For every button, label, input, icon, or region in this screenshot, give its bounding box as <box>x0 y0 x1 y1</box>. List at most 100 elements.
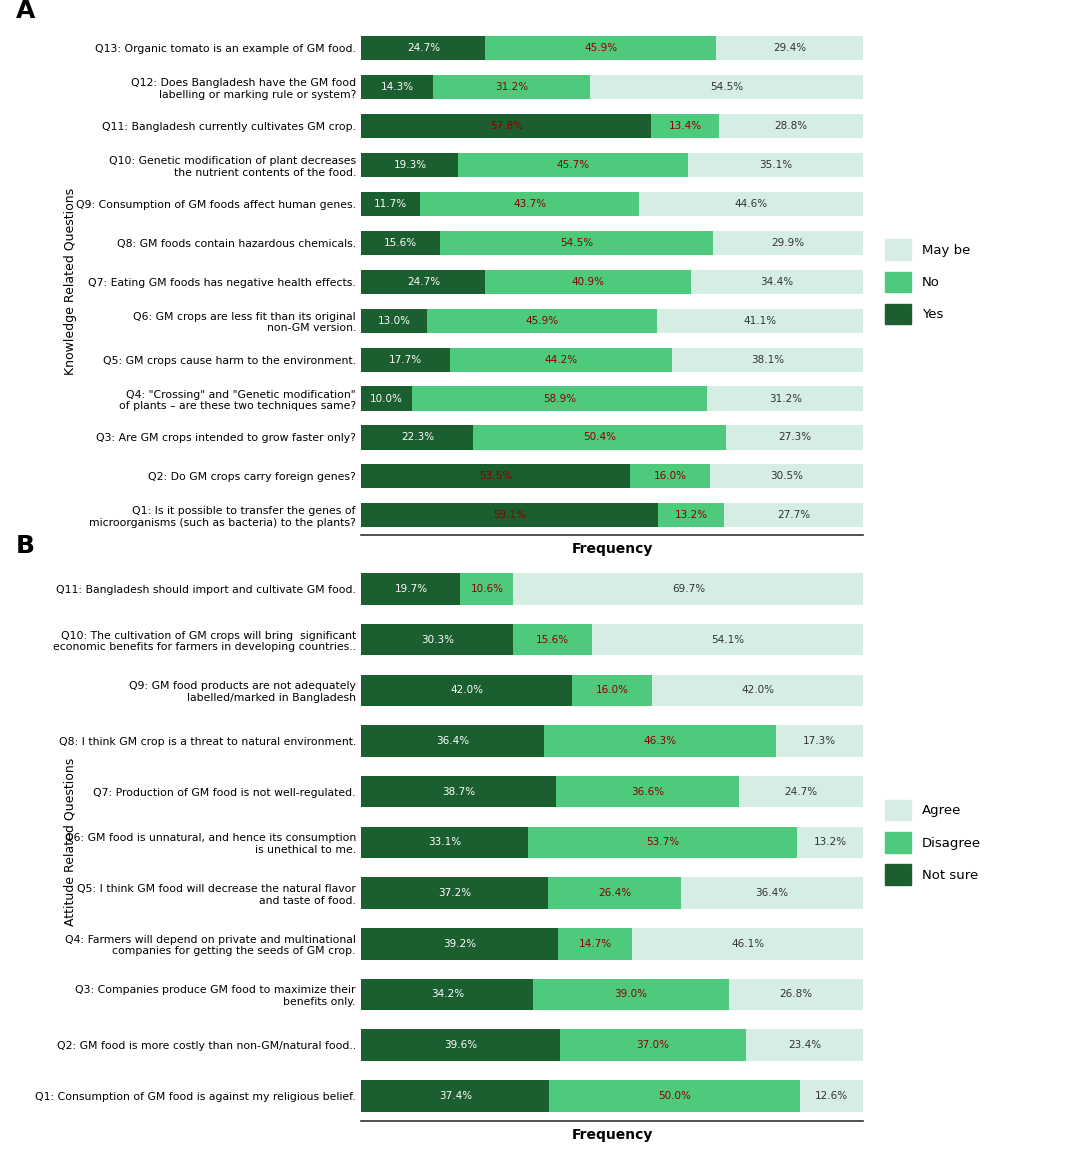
Bar <box>681 877 863 909</box>
Text: 57.8%: 57.8% <box>490 121 523 131</box>
Text: 12.6%: 12.6% <box>815 1091 848 1101</box>
Text: B: B <box>16 534 36 558</box>
Bar <box>361 623 514 656</box>
Text: 54.5%: 54.5% <box>560 238 593 248</box>
Bar <box>486 270 691 293</box>
Bar <box>361 979 533 1010</box>
Legend: Agree, Disagree, Not sure: Agree, Disagree, Not sure <box>885 800 981 884</box>
Bar <box>707 386 863 411</box>
Text: 42.0%: 42.0% <box>450 685 483 696</box>
Text: 40.9%: 40.9% <box>572 277 604 286</box>
Text: 54.1%: 54.1% <box>711 635 745 644</box>
Bar <box>658 504 724 528</box>
Text: 50.4%: 50.4% <box>584 432 616 443</box>
Bar <box>461 573 514 605</box>
Text: 10.6%: 10.6% <box>470 584 504 593</box>
X-axis label: Frequency: Frequency <box>572 542 653 555</box>
Text: 23.4%: 23.4% <box>788 1041 821 1050</box>
Text: 24.7%: 24.7% <box>784 787 818 797</box>
Text: 36.4%: 36.4% <box>436 736 469 746</box>
Bar <box>433 75 590 99</box>
Text: 13.2%: 13.2% <box>674 511 708 520</box>
Text: 16.0%: 16.0% <box>596 685 629 696</box>
Text: 53.7%: 53.7% <box>645 837 679 848</box>
Bar <box>361 347 450 371</box>
Bar <box>440 231 713 255</box>
Bar <box>548 877 681 909</box>
Bar <box>719 114 863 138</box>
Text: 50.0%: 50.0% <box>658 1091 691 1101</box>
Text: 19.7%: 19.7% <box>394 584 427 593</box>
Text: 44.2%: 44.2% <box>545 354 577 365</box>
Bar <box>361 573 461 605</box>
Text: 43.7%: 43.7% <box>514 199 546 209</box>
Bar <box>361 270 486 293</box>
Text: 30.5%: 30.5% <box>770 472 803 482</box>
Bar <box>361 386 412 411</box>
Bar <box>361 877 548 909</box>
Text: 27.7%: 27.7% <box>777 511 810 520</box>
Text: 59.1%: 59.1% <box>493 511 527 520</box>
Bar <box>724 504 863 528</box>
Text: 26.4%: 26.4% <box>598 888 631 898</box>
Text: 14.3%: 14.3% <box>381 82 414 92</box>
Bar <box>590 75 863 99</box>
Bar <box>486 36 715 60</box>
Text: 41.1%: 41.1% <box>743 315 777 325</box>
Text: 46.1%: 46.1% <box>730 938 764 949</box>
Bar <box>710 465 863 489</box>
Bar <box>361 426 474 450</box>
Bar <box>459 153 687 177</box>
Text: 38.7%: 38.7% <box>442 787 475 797</box>
Bar <box>361 75 433 99</box>
Text: 36.4%: 36.4% <box>755 888 789 898</box>
Text: 69.7%: 69.7% <box>672 584 705 593</box>
Text: 24.7%: 24.7% <box>407 277 440 286</box>
Text: 19.3%: 19.3% <box>394 160 426 170</box>
Text: 30.3%: 30.3% <box>421 635 454 644</box>
Text: 45.9%: 45.9% <box>584 44 617 53</box>
Text: 36.6%: 36.6% <box>631 787 664 797</box>
Text: 34.2%: 34.2% <box>431 989 464 999</box>
Bar <box>777 726 863 757</box>
Text: A: A <box>16 0 36 23</box>
Bar <box>726 426 863 450</box>
Bar <box>672 347 863 371</box>
Text: 37.2%: 37.2% <box>438 888 472 898</box>
Bar <box>572 675 653 706</box>
Text: 45.7%: 45.7% <box>557 160 589 170</box>
Bar <box>549 1080 800 1112</box>
Bar <box>715 36 863 60</box>
Text: 28.8%: 28.8% <box>775 121 807 131</box>
Text: 45.9%: 45.9% <box>525 315 559 325</box>
Bar <box>361 308 426 332</box>
Bar <box>514 623 591 656</box>
Bar <box>361 1080 549 1112</box>
Bar <box>474 426 726 450</box>
Bar <box>687 153 863 177</box>
Bar <box>746 1029 863 1061</box>
Text: 58.9%: 58.9% <box>543 393 576 404</box>
Bar <box>556 776 739 807</box>
Text: 37.4%: 37.4% <box>439 1091 472 1101</box>
Bar <box>361 465 630 489</box>
Text: 15.6%: 15.6% <box>536 635 570 644</box>
Bar <box>800 1080 863 1112</box>
Bar <box>632 928 863 959</box>
Bar <box>691 270 863 293</box>
Text: 16.0%: 16.0% <box>654 472 686 482</box>
Text: Attitude Related Questions: Attitude Related Questions <box>64 758 77 927</box>
Bar <box>630 465 710 489</box>
Bar <box>361 231 440 255</box>
Bar <box>361 726 544 757</box>
Bar <box>652 114 719 138</box>
Bar <box>420 192 640 216</box>
Text: 33.1%: 33.1% <box>428 837 461 848</box>
Text: 31.2%: 31.2% <box>495 82 528 92</box>
Bar <box>426 308 657 332</box>
Bar <box>361 675 572 706</box>
X-axis label: Frequency: Frequency <box>572 1128 653 1142</box>
Bar <box>361 192 420 216</box>
Text: 13.2%: 13.2% <box>814 837 847 848</box>
Text: 14.7%: 14.7% <box>578 938 612 949</box>
